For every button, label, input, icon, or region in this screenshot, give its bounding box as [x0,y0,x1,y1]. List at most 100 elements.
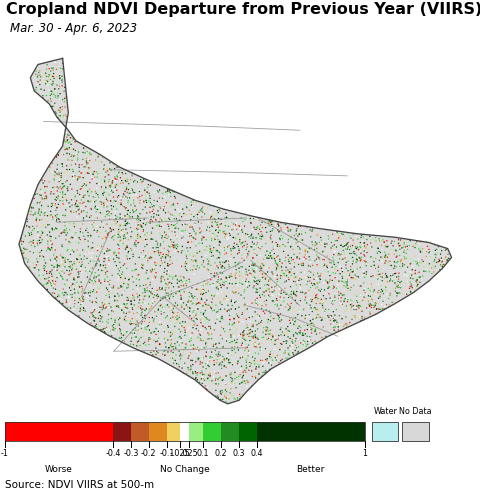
Point [244,360,252,368]
Point [67,291,74,299]
Point [177,289,184,297]
Point [356,246,364,255]
Point [161,293,169,301]
Point [199,208,206,216]
Point [403,264,411,272]
Point [50,270,58,278]
Point [430,268,438,276]
Point [180,287,188,295]
Point [258,317,265,325]
Point [264,324,271,332]
Point [250,272,257,280]
Point [264,334,272,342]
Text: -0.1: -0.1 [159,449,175,458]
Point [112,180,120,188]
Point [276,297,283,305]
Point [187,361,194,369]
Point [82,226,90,234]
Point [315,239,323,247]
Point [276,234,284,242]
Point [102,227,109,235]
Point [255,340,263,348]
Point [206,248,214,256]
Point [162,254,169,262]
Point [51,92,59,100]
Point [62,226,70,234]
Point [61,190,69,198]
Point [87,288,95,296]
Point [285,350,292,358]
Point [357,317,365,325]
Point [75,184,83,192]
Point [83,255,91,263]
Point [103,220,111,228]
Point [235,318,243,326]
Point [52,196,60,204]
Point [201,313,208,321]
Point [344,267,352,275]
Point [407,260,414,268]
Point [432,255,439,263]
Point [186,250,193,259]
Point [148,302,156,310]
Point [138,256,146,264]
Point [288,271,295,279]
Point [92,196,100,204]
Point [225,234,232,242]
Point [133,338,141,346]
Point [50,90,58,98]
Point [86,268,94,276]
Point [62,137,70,145]
Point [167,307,174,315]
Point [232,339,240,347]
Point [199,282,206,290]
Point [311,242,318,250]
Point [288,288,295,296]
Point [136,199,144,207]
Point [235,248,243,257]
Point [358,239,365,247]
Point [440,261,447,269]
Point [173,316,180,324]
Point [192,258,200,266]
Point [328,277,336,285]
Point [35,266,42,274]
Point [223,337,230,345]
Point [56,183,63,191]
Point [152,325,160,333]
Point [96,179,104,187]
Point [154,350,162,358]
Point [292,278,300,286]
Point [189,308,197,316]
Point [140,199,148,207]
Point [170,201,178,209]
Point [85,249,93,257]
Point [111,325,119,333]
Point [246,217,253,225]
Point [201,281,208,289]
Point [58,172,65,180]
Point [261,248,268,256]
Point [206,281,214,289]
Point [290,268,298,276]
Point [198,359,206,367]
Point [97,200,105,208]
Point [205,377,213,385]
Point [147,303,155,311]
Point [313,314,321,322]
Point [72,294,79,302]
Point [43,280,50,288]
Point [186,320,193,328]
Point [85,169,93,177]
Point [292,273,300,281]
Point [57,109,64,117]
Point [243,330,251,338]
Point [124,236,132,244]
Point [177,358,185,366]
Point [352,306,360,314]
Point [293,253,301,261]
Point [118,226,125,234]
Point [190,341,197,349]
Point [216,373,224,381]
Point [185,296,192,304]
